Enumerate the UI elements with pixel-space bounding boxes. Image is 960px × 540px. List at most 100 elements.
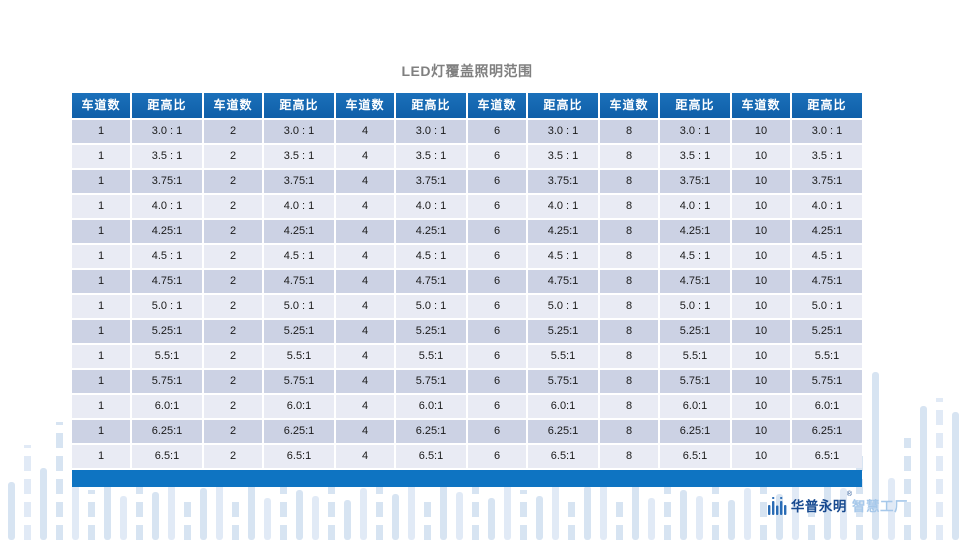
lane-count-cell: 2 — [204, 120, 262, 143]
lane-count-cell: 6 — [468, 445, 526, 468]
lane-count-cell: 6 — [468, 120, 526, 143]
lane-count-cell: 10 — [732, 345, 790, 368]
lane-count-cell: 6 — [468, 145, 526, 168]
ratio-cell: 5.25:1 — [264, 320, 334, 343]
lane-count-cell: 4 — [336, 120, 394, 143]
lane-count-cell: 2 — [204, 395, 262, 418]
ratio-cell: 6.0:1 — [660, 395, 730, 418]
decor-bar — [328, 482, 335, 540]
decor-bar — [440, 480, 447, 540]
ratio-cell: 4.5 : 1 — [792, 245, 862, 268]
decor-bar — [248, 484, 255, 540]
lane-count-cell: 2 — [204, 420, 262, 443]
lane-count-cell: 1 — [72, 120, 130, 143]
decor-bar — [168, 485, 175, 540]
lane-count-cell: 2 — [204, 320, 262, 343]
ratio-cell: 5.75:1 — [528, 370, 598, 393]
lane-count-cell: 1 — [72, 170, 130, 193]
ratio-cell: 5.25:1 — [132, 320, 202, 343]
ratio-cell: 6.0:1 — [132, 395, 202, 418]
ratio-cell: 3.0 : 1 — [528, 120, 598, 143]
ratio-cell: 5.25:1 — [396, 320, 466, 343]
brand-suffix-text: 智慧工厂 — [852, 499, 908, 514]
lane-count-cell: 2 — [204, 245, 262, 268]
decor-bar — [56, 422, 63, 540]
decor-bar — [520, 490, 527, 540]
decor-bar — [408, 484, 415, 540]
column-header-ratio: 距高比 — [264, 93, 334, 118]
ratio-cell: 3.5 : 1 — [792, 145, 862, 168]
lane-count-cell: 10 — [732, 295, 790, 318]
lane-count-cell: 10 — [732, 395, 790, 418]
decor-bar — [792, 484, 799, 540]
lane-count-cell: 8 — [600, 420, 658, 443]
ratio-cell: 5.25:1 — [660, 320, 730, 343]
page-title: LED灯覆盖照明范围 — [401, 63, 533, 79]
lane-count-cell: 1 — [72, 195, 130, 218]
ratio-cell: 6.25:1 — [660, 420, 730, 443]
lane-count-cell: 8 — [600, 245, 658, 268]
ratio-cell: 4.0 : 1 — [264, 195, 334, 218]
decor-bar — [920, 406, 927, 540]
lane-count-cell: 1 — [72, 270, 130, 293]
lane-count-cell: 4 — [336, 320, 394, 343]
decor-bar — [936, 398, 943, 540]
ratio-cell: 6.0:1 — [792, 395, 862, 418]
lane-count-cell: 1 — [72, 370, 130, 393]
ratio-cell: 4.5 : 1 — [396, 245, 466, 268]
lane-count-cell: 6 — [468, 395, 526, 418]
ratio-cell: 5.75:1 — [660, 370, 730, 393]
decor-bar — [840, 488, 847, 540]
lane-count-cell: 10 — [732, 445, 790, 468]
ratio-cell: 6.25:1 — [528, 420, 598, 443]
ratio-cell: 6.5:1 — [132, 445, 202, 468]
ratio-cell: 5.25:1 — [792, 320, 862, 343]
lane-count-cell: 10 — [732, 320, 790, 343]
column-header-ratio: 距高比 — [528, 93, 598, 118]
ratio-cell: 4.75:1 — [792, 270, 862, 293]
ratio-cell: 5.5:1 — [132, 345, 202, 368]
decor-bar — [824, 480, 831, 540]
decor-bar — [952, 412, 959, 540]
ratio-cell: 4.5 : 1 — [660, 245, 730, 268]
lane-count-cell: 10 — [732, 370, 790, 393]
ratio-cell: 5.0 : 1 — [396, 295, 466, 318]
decor-bar — [72, 478, 79, 540]
decor-bar — [856, 452, 863, 540]
decor-bar — [392, 494, 399, 540]
brand-logo-icon — [767, 496, 787, 515]
ratio-cell: 3.5 : 1 — [132, 145, 202, 168]
lane-count-cell: 4 — [336, 445, 394, 468]
decor-bar — [184, 500, 191, 540]
lane-count-cell: 2 — [204, 170, 262, 193]
ratio-cell: 3.5 : 1 — [528, 145, 598, 168]
ratio-cell: 3.75:1 — [528, 170, 598, 193]
lane-count-cell: 6 — [468, 320, 526, 343]
column-header-ratio: 距高比 — [132, 93, 202, 118]
lane-count-cell: 10 — [732, 245, 790, 268]
lane-count-cell: 10 — [732, 170, 790, 193]
brand-logo: 华普永明®智慧工厂 — [767, 491, 908, 516]
lane-count-cell: 2 — [204, 345, 262, 368]
ratio-cell: 3.75:1 — [792, 170, 862, 193]
lane-count-cell: 6 — [468, 420, 526, 443]
ratio-cell: 5.0 : 1 — [660, 295, 730, 318]
ratio-cell: 6.5:1 — [660, 445, 730, 468]
ratio-cell: 4.0 : 1 — [396, 195, 466, 218]
lanes-table: 车道数 距高比 车道数 距高比 车道数 距高比 车道数 距高比 车道数 距高比 车道数 距高比 1 3.0… — [72, 93, 862, 468]
ratio-cell: 6.5:1 — [792, 445, 862, 468]
lane-count-cell: 10 — [732, 120, 790, 143]
ratio-cell: 3.0 : 1 — [132, 120, 202, 143]
ratio-cell: 4.0 : 1 — [528, 195, 598, 218]
column-header-ratio: 距高比 — [792, 93, 862, 118]
lane-count-cell: 4 — [336, 145, 394, 168]
decor-bar — [872, 372, 879, 540]
column-header-lane: 车道数 — [336, 93, 394, 118]
column-header-lane: 车道数 — [600, 93, 658, 118]
decor-bar — [312, 496, 319, 540]
ratio-cell: 3.75:1 — [264, 170, 334, 193]
lane-count-cell: 8 — [600, 120, 658, 143]
coverage-table-wrap: 车道数 距高比 车道数 距高比 车道数 距高比 车道数 距高比 车道数 距高比 车道数 距高比 1 3.0… — [72, 93, 862, 487]
lane-count-cell: 4 — [336, 170, 394, 193]
